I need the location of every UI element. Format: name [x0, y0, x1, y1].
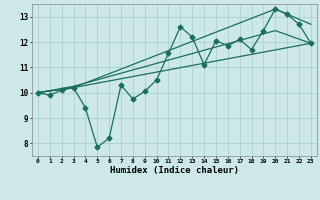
X-axis label: Humidex (Indice chaleur): Humidex (Indice chaleur)	[110, 166, 239, 175]
